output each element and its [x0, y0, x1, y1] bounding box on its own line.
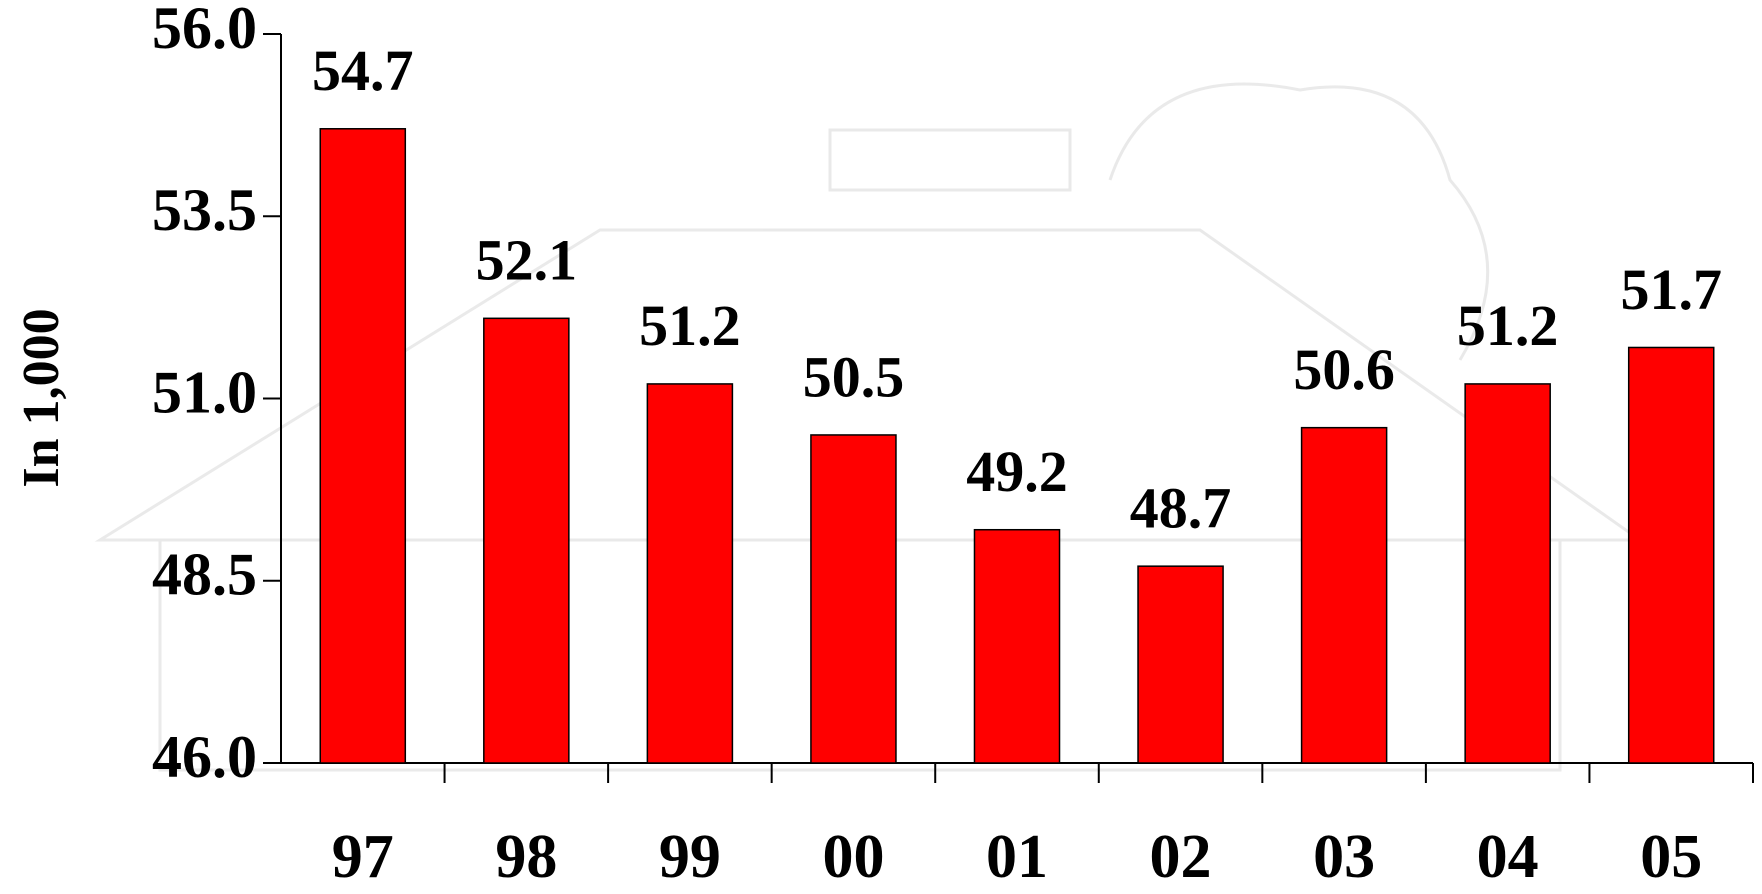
bar — [1627, 346, 1715, 764]
bar — [810, 434, 897, 764]
y-axis-label: In 1,000 — [13, 308, 70, 487]
bar — [1464, 383, 1551, 764]
value-label: 52.1 — [476, 228, 578, 293]
x-tick-label: 04 — [1477, 823, 1539, 891]
x-tick-label: 97 — [332, 823, 394, 891]
value-label: 48.7 — [1130, 475, 1232, 540]
x-tick-label: 00 — [822, 823, 884, 891]
value-label: 54.7 — [312, 38, 414, 103]
value-label: 50.6 — [1293, 337, 1395, 402]
bar — [1137, 565, 1224, 764]
value-label: 51.2 — [639, 293, 741, 358]
value-label: 51.2 — [1457, 293, 1559, 358]
x-tick-label: 05 — [1640, 823, 1702, 891]
y-tick-label: 53.5 — [152, 177, 257, 243]
value-label: 50.5 — [803, 344, 905, 409]
bar — [319, 128, 407, 764]
value-label: 51.7 — [1620, 257, 1722, 322]
bar — [483, 317, 570, 764]
bar — [1300, 426, 1388, 764]
y-tick-label: 56.0 — [152, 0, 257, 61]
x-tick-label: 02 — [1150, 823, 1212, 891]
bar — [973, 528, 1061, 764]
y-tick-label: 51.0 — [152, 359, 257, 425]
value-label: 49.2 — [966, 439, 1068, 504]
x-tick-label: 98 — [495, 823, 557, 891]
bar — [646, 383, 734, 764]
y-tick-label: 48.5 — [152, 542, 257, 608]
x-tick-label: 99 — [659, 823, 721, 891]
y-tick-label: 46.0 — [152, 724, 257, 790]
x-tick-label: 01 — [986, 823, 1048, 891]
x-tick-label: 03 — [1313, 823, 1375, 891]
